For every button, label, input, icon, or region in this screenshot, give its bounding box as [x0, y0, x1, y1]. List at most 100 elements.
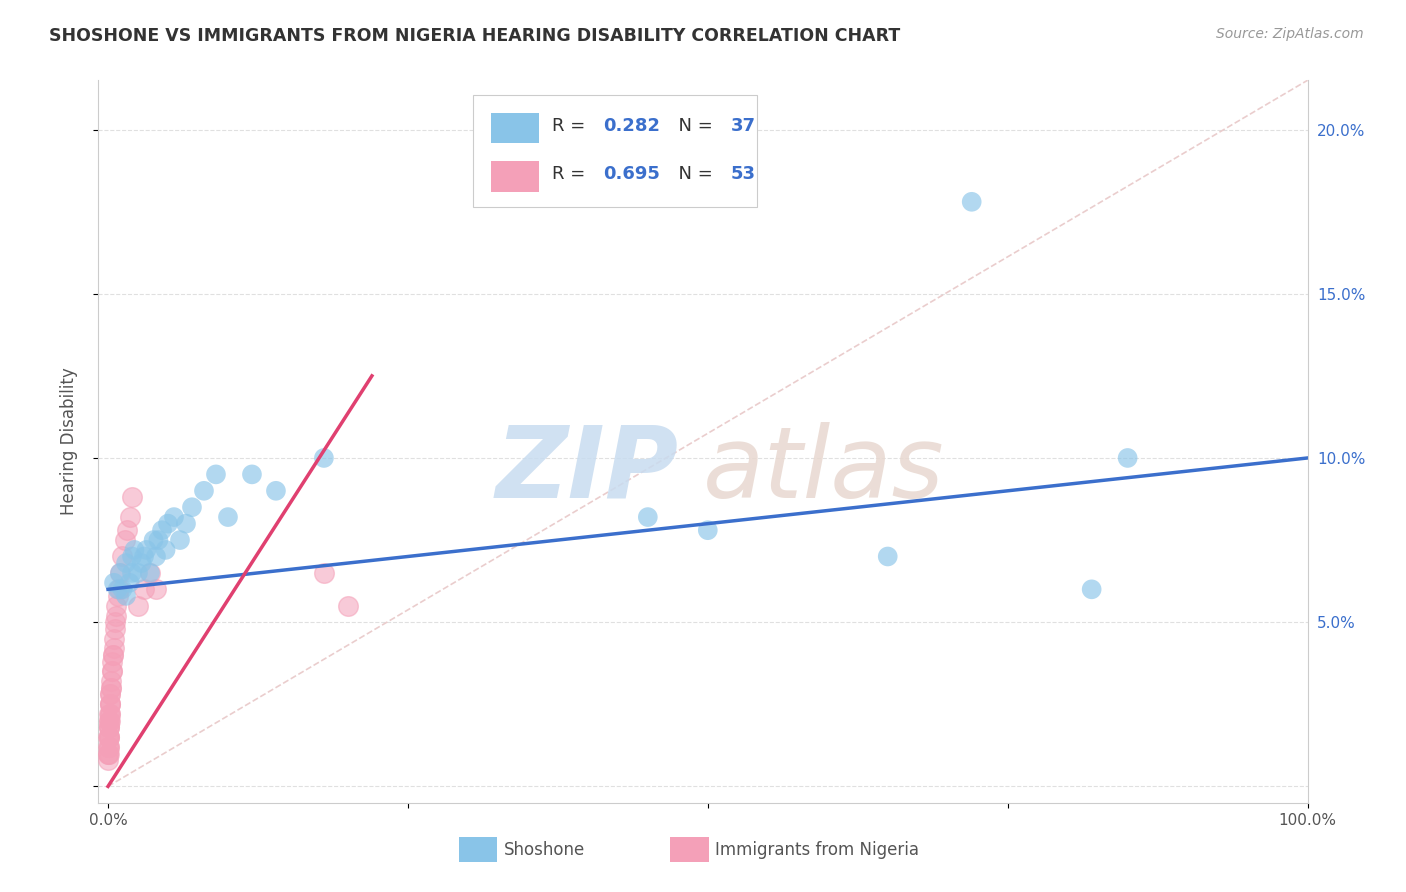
Point	[637, 510, 659, 524]
Point	[100, 687, 122, 701]
Point	[131, 556, 153, 570]
Point	[205, 467, 228, 482]
Point	[108, 582, 131, 597]
Point	[103, 575, 125, 590]
Point	[100, 681, 122, 695]
Point	[960, 194, 983, 209]
Point	[336, 599, 359, 613]
Text: N =: N =	[666, 117, 718, 135]
Point	[97, 747, 120, 761]
Point	[169, 533, 191, 547]
Point	[104, 608, 127, 623]
Point	[97, 739, 120, 754]
Point	[98, 687, 121, 701]
Point	[98, 720, 121, 734]
Point	[111, 582, 134, 597]
Point	[101, 665, 124, 679]
Text: 53: 53	[731, 165, 756, 183]
Point	[135, 542, 157, 557]
FancyBboxPatch shape	[492, 112, 538, 143]
Point	[193, 483, 215, 498]
Point	[108, 566, 131, 580]
Y-axis label: Hearing Disability: Hearing Disability	[59, 368, 77, 516]
Point	[1116, 450, 1139, 465]
FancyBboxPatch shape	[458, 838, 498, 862]
Text: 37: 37	[731, 117, 756, 135]
Point	[132, 549, 155, 564]
Point	[174, 516, 197, 531]
Point	[115, 523, 138, 537]
Point	[139, 566, 162, 580]
Point	[217, 510, 239, 524]
Point	[108, 566, 131, 580]
Point	[696, 523, 718, 537]
Text: R =: R =	[551, 117, 591, 135]
Point	[142, 533, 165, 547]
Point	[115, 556, 138, 570]
Point	[107, 582, 129, 597]
Text: Source: ZipAtlas.com: Source: ZipAtlas.com	[1216, 27, 1364, 41]
Point	[139, 566, 162, 580]
Point	[98, 707, 121, 722]
Text: R =: R =	[551, 165, 591, 183]
Point	[156, 516, 179, 531]
Point	[104, 615, 127, 630]
Point	[100, 681, 122, 695]
Point	[148, 533, 170, 547]
Text: N =: N =	[666, 165, 718, 183]
FancyBboxPatch shape	[492, 161, 538, 192]
Point	[98, 707, 121, 722]
FancyBboxPatch shape	[474, 95, 758, 207]
Point	[100, 674, 122, 689]
Text: SHOSHONE VS IMMIGRANTS FROM NIGERIA HEARING DISABILITY CORRELATION CHART: SHOSHONE VS IMMIGRANTS FROM NIGERIA HEAR…	[49, 27, 900, 45]
Point	[163, 510, 186, 524]
Point	[97, 739, 120, 754]
Point	[264, 483, 287, 498]
Point	[97, 739, 120, 754]
Point	[103, 632, 125, 646]
Point	[97, 720, 120, 734]
Point	[98, 730, 121, 744]
Point	[98, 714, 121, 728]
Point	[97, 730, 120, 744]
Point	[150, 523, 173, 537]
Point	[98, 720, 121, 734]
Point	[111, 549, 134, 564]
Point	[145, 549, 167, 564]
Point	[121, 549, 143, 564]
Point	[121, 566, 143, 580]
Text: 0.282: 0.282	[603, 117, 659, 135]
FancyBboxPatch shape	[671, 838, 709, 862]
Point	[240, 467, 263, 482]
Point	[97, 747, 120, 761]
Point	[115, 589, 138, 603]
Text: Immigrants from Nigeria: Immigrants from Nigeria	[716, 841, 920, 859]
Point	[98, 698, 121, 712]
Point	[181, 500, 204, 515]
Point	[97, 730, 120, 744]
Point	[312, 450, 335, 465]
Text: Shoshone: Shoshone	[503, 841, 585, 859]
Point	[98, 714, 121, 728]
Point	[121, 491, 143, 505]
Point	[155, 542, 177, 557]
Point	[105, 599, 128, 613]
Point	[98, 730, 121, 744]
Point	[145, 582, 167, 597]
Point	[101, 655, 124, 669]
Point	[312, 566, 335, 580]
Point	[97, 753, 120, 767]
Point	[98, 707, 121, 722]
Point	[103, 641, 125, 656]
Point	[127, 566, 149, 580]
Text: ZIP: ZIP	[496, 422, 679, 519]
Point	[101, 648, 124, 662]
Point	[114, 533, 136, 547]
Point	[98, 698, 121, 712]
Point	[124, 542, 146, 557]
Text: atlas: atlas	[703, 422, 945, 519]
Point	[876, 549, 898, 564]
Point	[132, 582, 155, 597]
Point	[118, 575, 141, 590]
Point	[107, 589, 129, 603]
